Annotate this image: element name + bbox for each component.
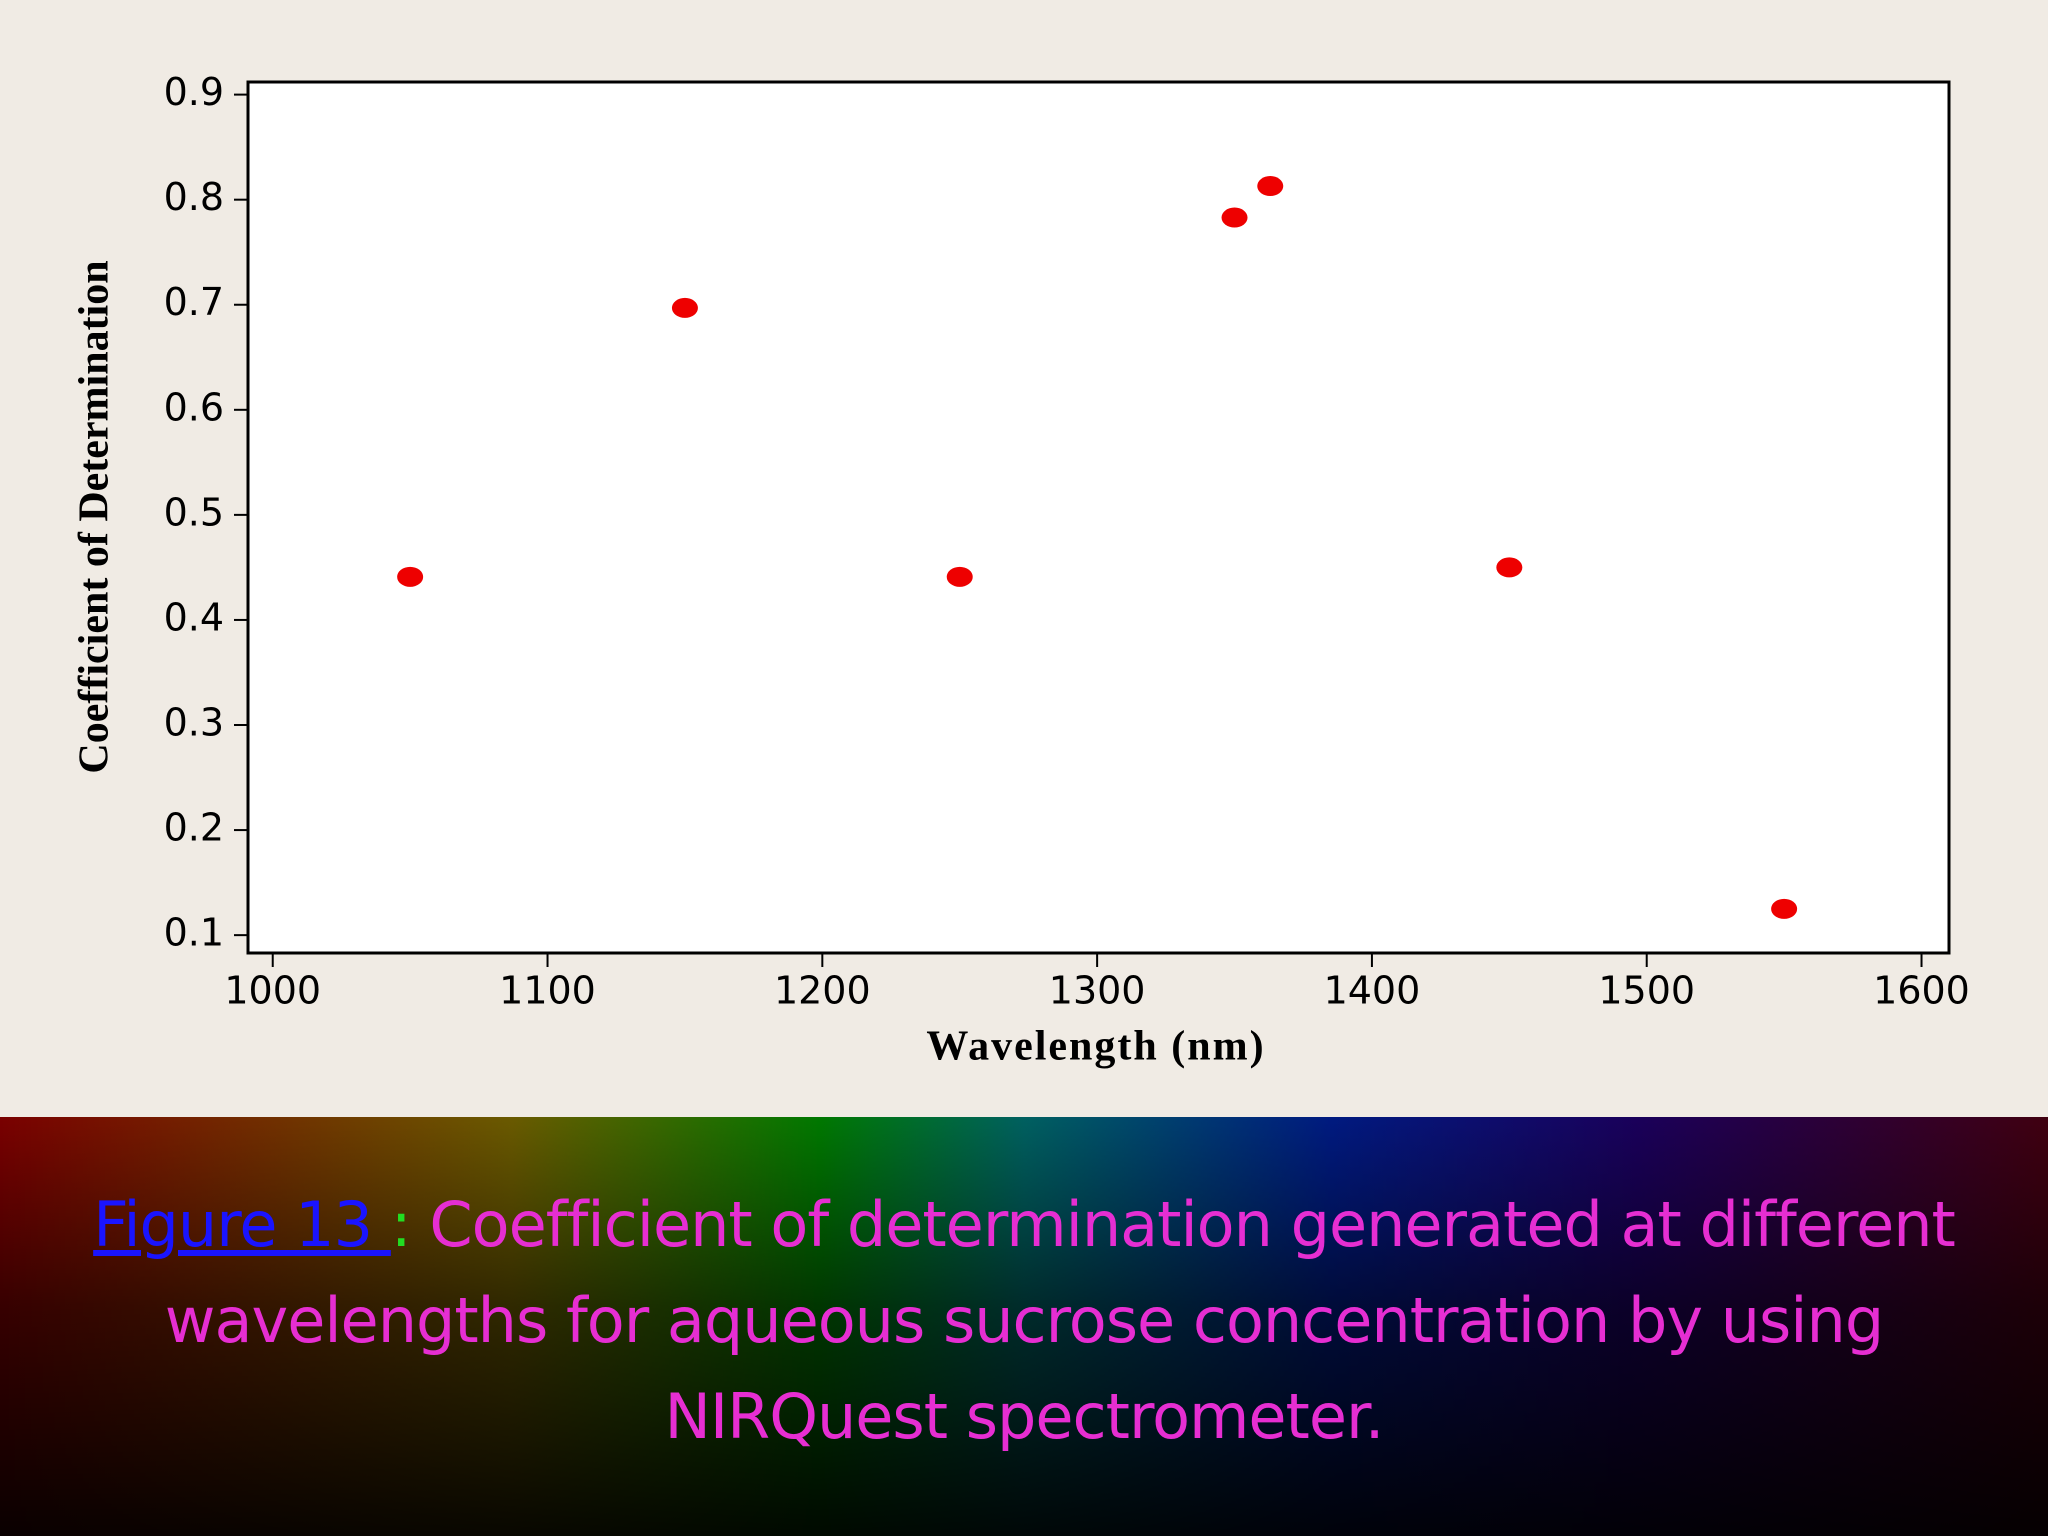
x-tick-label: 1300 (1049, 969, 1146, 1013)
y-tick-label: 0.6 (164, 385, 224, 429)
point (397, 566, 424, 587)
point (946, 566, 973, 587)
point (1257, 176, 1284, 197)
y-tick-label: 0.4 (164, 595, 224, 639)
y-tick-label: 0.8 (164, 175, 224, 219)
chart: Wavelength (nm) Coefficient of Determina… (72, 70, 1970, 1070)
separator: : (390, 1188, 412, 1261)
y-tick-label: 0.9 (164, 70, 224, 114)
x-tick-label: 1200 (774, 969, 871, 1013)
x-tick-label: 1600 (1873, 969, 1970, 1013)
caption: Figure 13 : Coefficient of determination… (30, 1177, 2018, 1465)
x-axis-label: Wavelength (nm) (926, 1024, 1265, 1070)
point (1771, 898, 1798, 919)
x-tick-label: 1000 (224, 969, 321, 1013)
x-tick-label: 1500 (1598, 969, 1695, 1013)
plot-frame (246, 80, 1951, 955)
x-tick-label: 1100 (499, 969, 596, 1013)
y-tick-label: 0.7 (164, 280, 224, 324)
caption-band: Figure 13 : Coefficient of determination… (0, 1117, 2048, 1536)
y-tick-label: 0.5 (164, 490, 224, 534)
caption-text: Coefficient of determination generated a… (164, 1188, 1956, 1453)
chart-panel: Wavelength (nm) Coefficient of Determina… (0, 0, 2048, 1117)
point (1221, 207, 1248, 228)
y-axis-label: Coefficient of Determination (72, 260, 118, 773)
y-tick-label: 0.3 (164, 701, 224, 745)
y-tick-label: 0.2 (164, 806, 224, 850)
point (1496, 557, 1523, 578)
figure-label: Figure 13 (93, 1188, 391, 1261)
shade (0, 1117, 2048, 1536)
x-tick-label: 1400 (1324, 969, 1421, 1013)
y-tick-label: 0.1 (164, 911, 224, 955)
point (671, 297, 698, 318)
